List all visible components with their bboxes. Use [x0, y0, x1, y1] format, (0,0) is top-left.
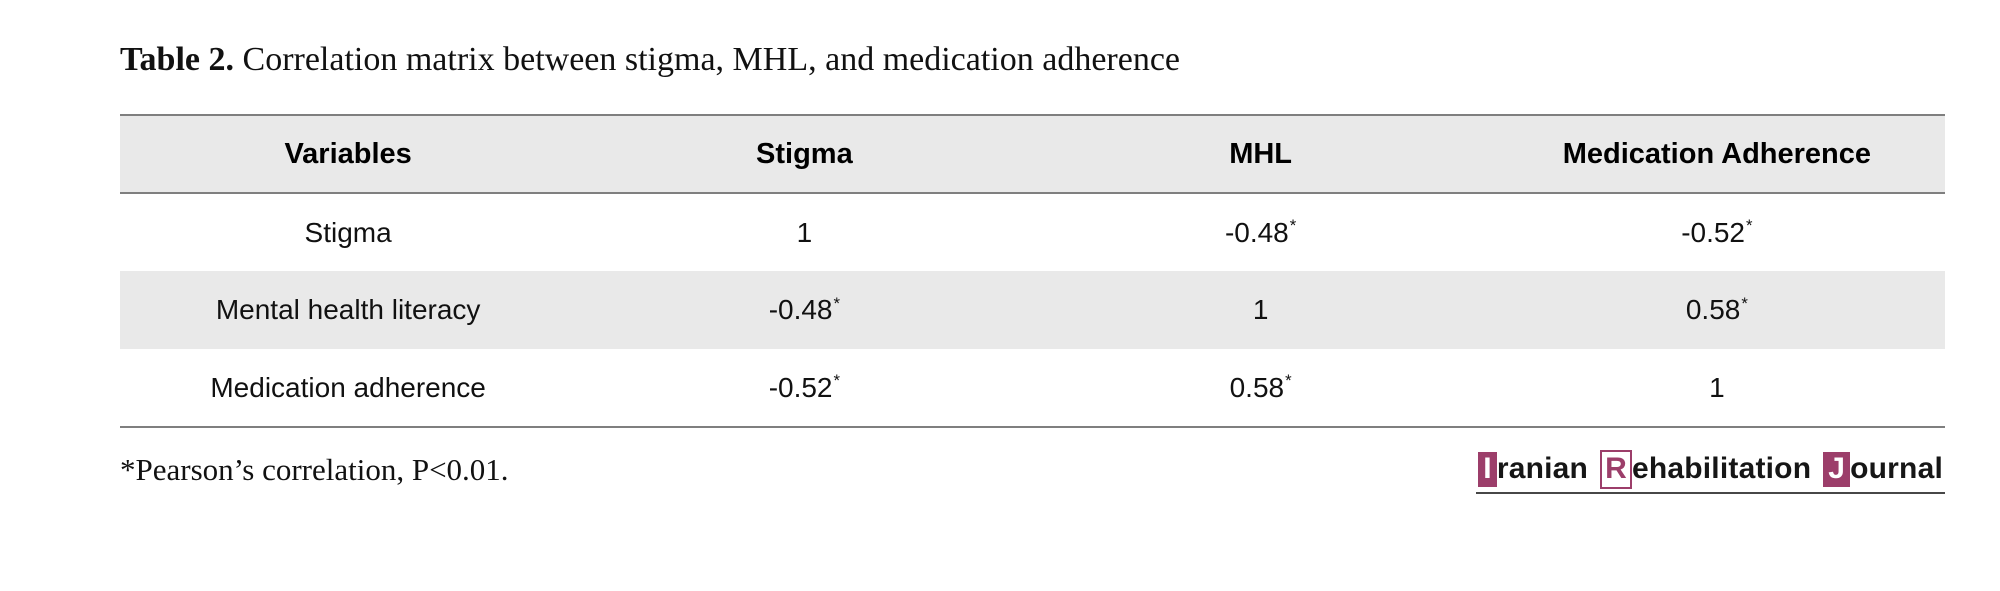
correlation-cell: -0.48*: [1224, 216, 1297, 248]
correlation-cell: 1: [796, 216, 813, 248]
significance-asterisk: *: [833, 293, 841, 313]
significance-asterisk: *: [1746, 216, 1753, 236]
significance-asterisk: *: [1289, 216, 1297, 236]
table-header: Variables Stigma MHL Medication Adherence: [120, 115, 1945, 194]
logo-text: ehabilitation: [1631, 452, 1812, 486]
correlation-cell: 0.58*: [1685, 293, 1748, 326]
table-caption-text: Correlation matrix between stigma, MHL, …: [242, 41, 1181, 78]
table-body: Stigma 1 -0.48* -0.52* Mental health literac…: [120, 193, 1945, 427]
correlation-cell: 1: [1252, 294, 1269, 326]
significance-asterisk: *: [1285, 371, 1292, 391]
column-header: Stigma: [756, 137, 853, 170]
row-label: Medication adherence: [210, 371, 486, 403]
correlation-cell: -0.52*: [1681, 216, 1753, 248]
logo-text: ranian: [1496, 452, 1589, 486]
column-header: MHL: [1229, 137, 1293, 170]
table-row: Medication adherence -0.52* 0.58* 1: [120, 349, 1945, 427]
significance-asterisk: *: [833, 371, 841, 391]
correlation-cell: -0.52*: [768, 371, 841, 403]
correlation-cell: 1: [1709, 371, 1725, 403]
table-caption: Table 2. Correlation matrix between stigm…: [120, 38, 1945, 82]
table-row: Mental health literacy -0.48* 1 0.58*: [120, 271, 1945, 350]
correlation-cell: 0.58*: [1229, 371, 1292, 403]
correlation-table: Variables Stigma MHL Medication Adherence S…: [120, 114, 1945, 429]
logo-initial: J: [1823, 452, 1851, 487]
footnote: *Pearson’s correlation, P<0.01.: [120, 451, 509, 487]
correlation-cell: -0.48*: [768, 293, 841, 326]
logo-initial: R: [1600, 450, 1632, 489]
significance-asterisk: *: [1741, 293, 1748, 313]
column-header: Variables: [284, 137, 412, 170]
logo-initial: I: [1478, 452, 1497, 487]
column-header: Medication Adherence: [1562, 137, 1872, 170]
logo-text: ournal: [1850, 452, 1943, 486]
row-label: Mental health literacy: [215, 294, 481, 326]
row-label: Stigma: [304, 216, 392, 248]
table-caption-label: Table 2.: [120, 41, 235, 78]
table-row: Stigma 1 -0.48* -0.52*: [120, 193, 1945, 271]
header-row: Variables Stigma MHL Medication Adherence: [120, 115, 1945, 194]
